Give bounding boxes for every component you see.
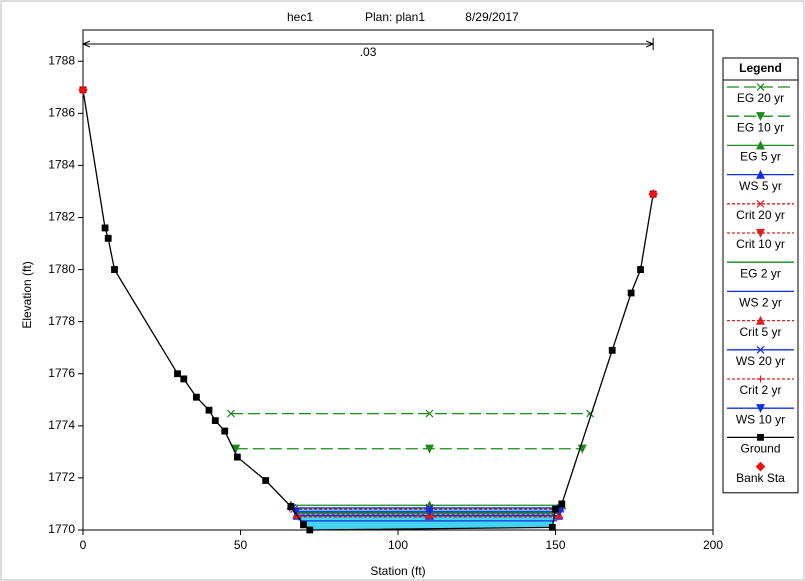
legend-label: WS 20 yr bbox=[736, 354, 785, 368]
y-tick-label: 1778 bbox=[48, 314, 75, 328]
marker bbox=[757, 375, 764, 383]
marker bbox=[211, 417, 219, 425]
x-tick-label: 0 bbox=[80, 538, 87, 552]
legend-label: Crit 2 yr bbox=[740, 383, 782, 397]
marker bbox=[78, 85, 88, 95]
marker bbox=[262, 477, 270, 484]
marker bbox=[554, 513, 562, 521]
marker bbox=[104, 234, 112, 242]
marker bbox=[756, 404, 765, 414]
marker bbox=[221, 427, 229, 435]
y-tick-label: 1774 bbox=[48, 418, 75, 432]
legend-label: Crit 5 yr bbox=[740, 325, 782, 339]
x-tick-label: 200 bbox=[703, 538, 723, 552]
marker bbox=[756, 83, 765, 91]
marker bbox=[757, 434, 764, 441]
x-axis-label: Station (ft) bbox=[370, 564, 425, 578]
legend-label: WS 10 yr bbox=[736, 412, 785, 426]
x-tick-label: 50 bbox=[234, 538, 248, 552]
legend-label: EG 10 yr bbox=[737, 120, 784, 134]
legend-label: EG 2 yr bbox=[740, 266, 781, 280]
marker bbox=[756, 315, 765, 325]
marker bbox=[756, 345, 765, 354]
y-tick-label: 1786 bbox=[48, 106, 75, 120]
y-tick-label: 1772 bbox=[48, 470, 75, 484]
legend: Legend EG 20 yr EG 10 yr EG 5 yr WS 5 yr Crit… bbox=[722, 57, 799, 494]
marker bbox=[180, 375, 188, 383]
marker bbox=[648, 189, 658, 199]
y-axis-label: Elevation (ft) bbox=[20, 261, 34, 328]
marker bbox=[756, 169, 765, 179]
marker bbox=[205, 406, 213, 414]
marker bbox=[756, 112, 765, 122]
legend-label: Bank Sta bbox=[736, 471, 785, 485]
marker bbox=[193, 393, 200, 401]
x-tick-label: 100 bbox=[388, 538, 408, 552]
y-tick-label: 1788 bbox=[48, 53, 75, 67]
legend-label: EG 5 yr bbox=[740, 150, 781, 164]
marker bbox=[756, 228, 765, 238]
marker bbox=[755, 461, 766, 472]
marker bbox=[425, 444, 434, 454]
legend-title: Legend bbox=[739, 61, 782, 75]
legend-label: EG 20 yr bbox=[737, 91, 784, 105]
marker bbox=[756, 140, 765, 150]
title-name: hec1 bbox=[287, 10, 313, 24]
marker bbox=[227, 409, 235, 418]
marker bbox=[756, 199, 765, 208]
legend-label: Crit 10 yr bbox=[736, 237, 785, 251]
y-tick-label: 1782 bbox=[48, 210, 75, 224]
legend-box bbox=[722, 57, 799, 494]
legend-label: WS 2 yr bbox=[739, 296, 782, 310]
marker bbox=[233, 453, 241, 461]
n-value-arrow bbox=[81, 40, 91, 48]
marker bbox=[287, 503, 295, 510]
n-value-label: .03 bbox=[360, 45, 377, 59]
marker bbox=[608, 346, 616, 354]
marker bbox=[300, 521, 307, 529]
x-tick-label: 150 bbox=[545, 538, 565, 552]
title-plan: Plan: plan1 bbox=[365, 10, 425, 24]
legend-label: Crit 20 yr bbox=[736, 208, 785, 222]
y-tick-label: 1776 bbox=[48, 366, 75, 380]
title-date: 8/29/2017 bbox=[465, 10, 519, 24]
marker bbox=[637, 266, 644, 273]
marker bbox=[111, 266, 118, 273]
marker bbox=[548, 523, 556, 531]
legend-label: Ground bbox=[740, 442, 780, 456]
marker bbox=[101, 224, 109, 232]
y-tick-label: 1770 bbox=[48, 522, 75, 536]
marker bbox=[552, 505, 559, 513]
marker bbox=[627, 289, 635, 297]
n-value-arrow bbox=[645, 40, 655, 48]
marker bbox=[306, 526, 314, 534]
y-tick-label: 1780 bbox=[48, 262, 75, 276]
legend-label: WS 5 yr bbox=[739, 179, 782, 193]
series-line bbox=[82, 89, 654, 531]
marker bbox=[558, 500, 566, 508]
y-tick-label: 1784 bbox=[48, 158, 75, 172]
marker bbox=[425, 409, 434, 418]
marker bbox=[425, 507, 434, 517]
marker bbox=[174, 370, 181, 378]
